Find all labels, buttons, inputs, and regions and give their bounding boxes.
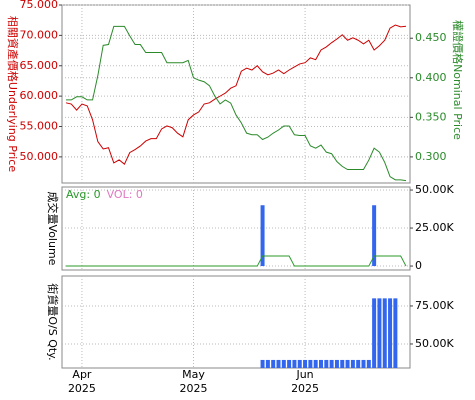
bar bbox=[356, 359, 361, 368]
bar bbox=[382, 298, 387, 368]
y2-axis-label: 權證價格Nominal Price bbox=[451, 20, 465, 140]
bar bbox=[324, 359, 329, 368]
bar bbox=[260, 359, 265, 368]
y2-tick-label: 0.450 bbox=[415, 31, 447, 44]
bar bbox=[292, 359, 297, 368]
bar bbox=[334, 359, 339, 368]
bar bbox=[372, 298, 377, 368]
y-tick-label: 55.000 bbox=[20, 120, 59, 133]
bar bbox=[345, 359, 350, 368]
line bbox=[65, 24, 407, 165]
bar bbox=[366, 359, 371, 368]
bar bbox=[340, 359, 345, 368]
x-tick-label: Jun 2025 bbox=[291, 368, 320, 395]
line bbox=[66, 255, 407, 267]
y-axis-label: 成交量Volume bbox=[46, 192, 60, 266]
legend-entry: VOL: 0 bbox=[107, 188, 143, 201]
bar bbox=[313, 359, 318, 368]
bar bbox=[319, 359, 323, 368]
y-tick-label: 50.000 bbox=[20, 150, 59, 163]
bar bbox=[308, 359, 313, 368]
bar bbox=[377, 298, 382, 368]
y2-tick-label: 0.300 bbox=[415, 150, 447, 163]
y-axis-label: 相關資產價格Underlying Price bbox=[6, 16, 20, 172]
y2-tick-label: 0 bbox=[415, 259, 422, 272]
y2-tick-label: 75.00K bbox=[415, 299, 454, 312]
bar bbox=[329, 359, 334, 368]
y-tick-label: 70.000 bbox=[20, 28, 59, 41]
bar bbox=[372, 205, 377, 267]
line bbox=[66, 25, 407, 182]
bar bbox=[361, 359, 366, 368]
y2-tick-label: 25.00K bbox=[415, 221, 454, 234]
x-tick-label: Apr 2025 bbox=[67, 368, 96, 395]
legend-entry: Avg: 0 bbox=[66, 188, 101, 201]
panel bbox=[61, 275, 411, 369]
y-tick-label: 75.000 bbox=[20, 0, 59, 11]
bar bbox=[287, 359, 292, 368]
panel bbox=[61, 4, 411, 184]
bar bbox=[260, 205, 265, 267]
y2-tick-label: 50.00K bbox=[415, 183, 454, 196]
bar bbox=[393, 298, 398, 368]
bar bbox=[281, 359, 286, 368]
bar bbox=[303, 359, 308, 368]
y-axis-label: 街貨量O/S Qty. bbox=[46, 283, 60, 360]
bar bbox=[271, 359, 276, 368]
bar bbox=[276, 359, 281, 368]
y-tick-label: 65.000 bbox=[20, 59, 59, 72]
y2-tick-label: 0.400 bbox=[415, 71, 447, 84]
bar bbox=[350, 359, 355, 368]
y-tick-label: 60.000 bbox=[20, 89, 59, 102]
bar bbox=[388, 298, 393, 368]
bar bbox=[265, 359, 270, 368]
bar bbox=[297, 359, 302, 368]
y2-tick-label: 50.00K bbox=[415, 337, 454, 350]
y2-tick-label: 0.350 bbox=[415, 110, 447, 123]
x-tick-label: May 2025 bbox=[179, 368, 208, 395]
